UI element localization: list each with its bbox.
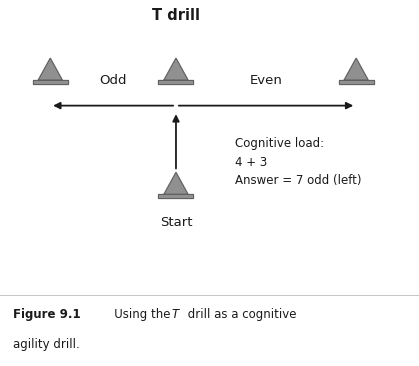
Text: Figure 9.1: Figure 9.1 xyxy=(13,308,80,321)
Text: T drill: T drill xyxy=(152,8,200,23)
Text: Even: Even xyxy=(250,74,282,87)
Polygon shape xyxy=(39,58,62,80)
Polygon shape xyxy=(344,58,368,80)
Text: Cognitive load:: Cognitive load: xyxy=(235,137,324,150)
Text: Answer = 7 odd (left): Answer = 7 odd (left) xyxy=(235,174,361,187)
Polygon shape xyxy=(158,80,194,84)
Text: Odd: Odd xyxy=(99,74,127,87)
Text: 4 + 3: 4 + 3 xyxy=(235,156,267,169)
Text: drill as a cognitive: drill as a cognitive xyxy=(184,308,296,321)
Polygon shape xyxy=(164,58,188,80)
Text: T: T xyxy=(172,308,179,321)
Text: agility drill.: agility drill. xyxy=(13,338,79,351)
Polygon shape xyxy=(33,80,68,84)
Polygon shape xyxy=(164,172,188,194)
Polygon shape xyxy=(158,194,194,198)
Text: Start: Start xyxy=(160,216,192,228)
Text: Using the: Using the xyxy=(103,308,174,321)
Polygon shape xyxy=(339,80,374,84)
